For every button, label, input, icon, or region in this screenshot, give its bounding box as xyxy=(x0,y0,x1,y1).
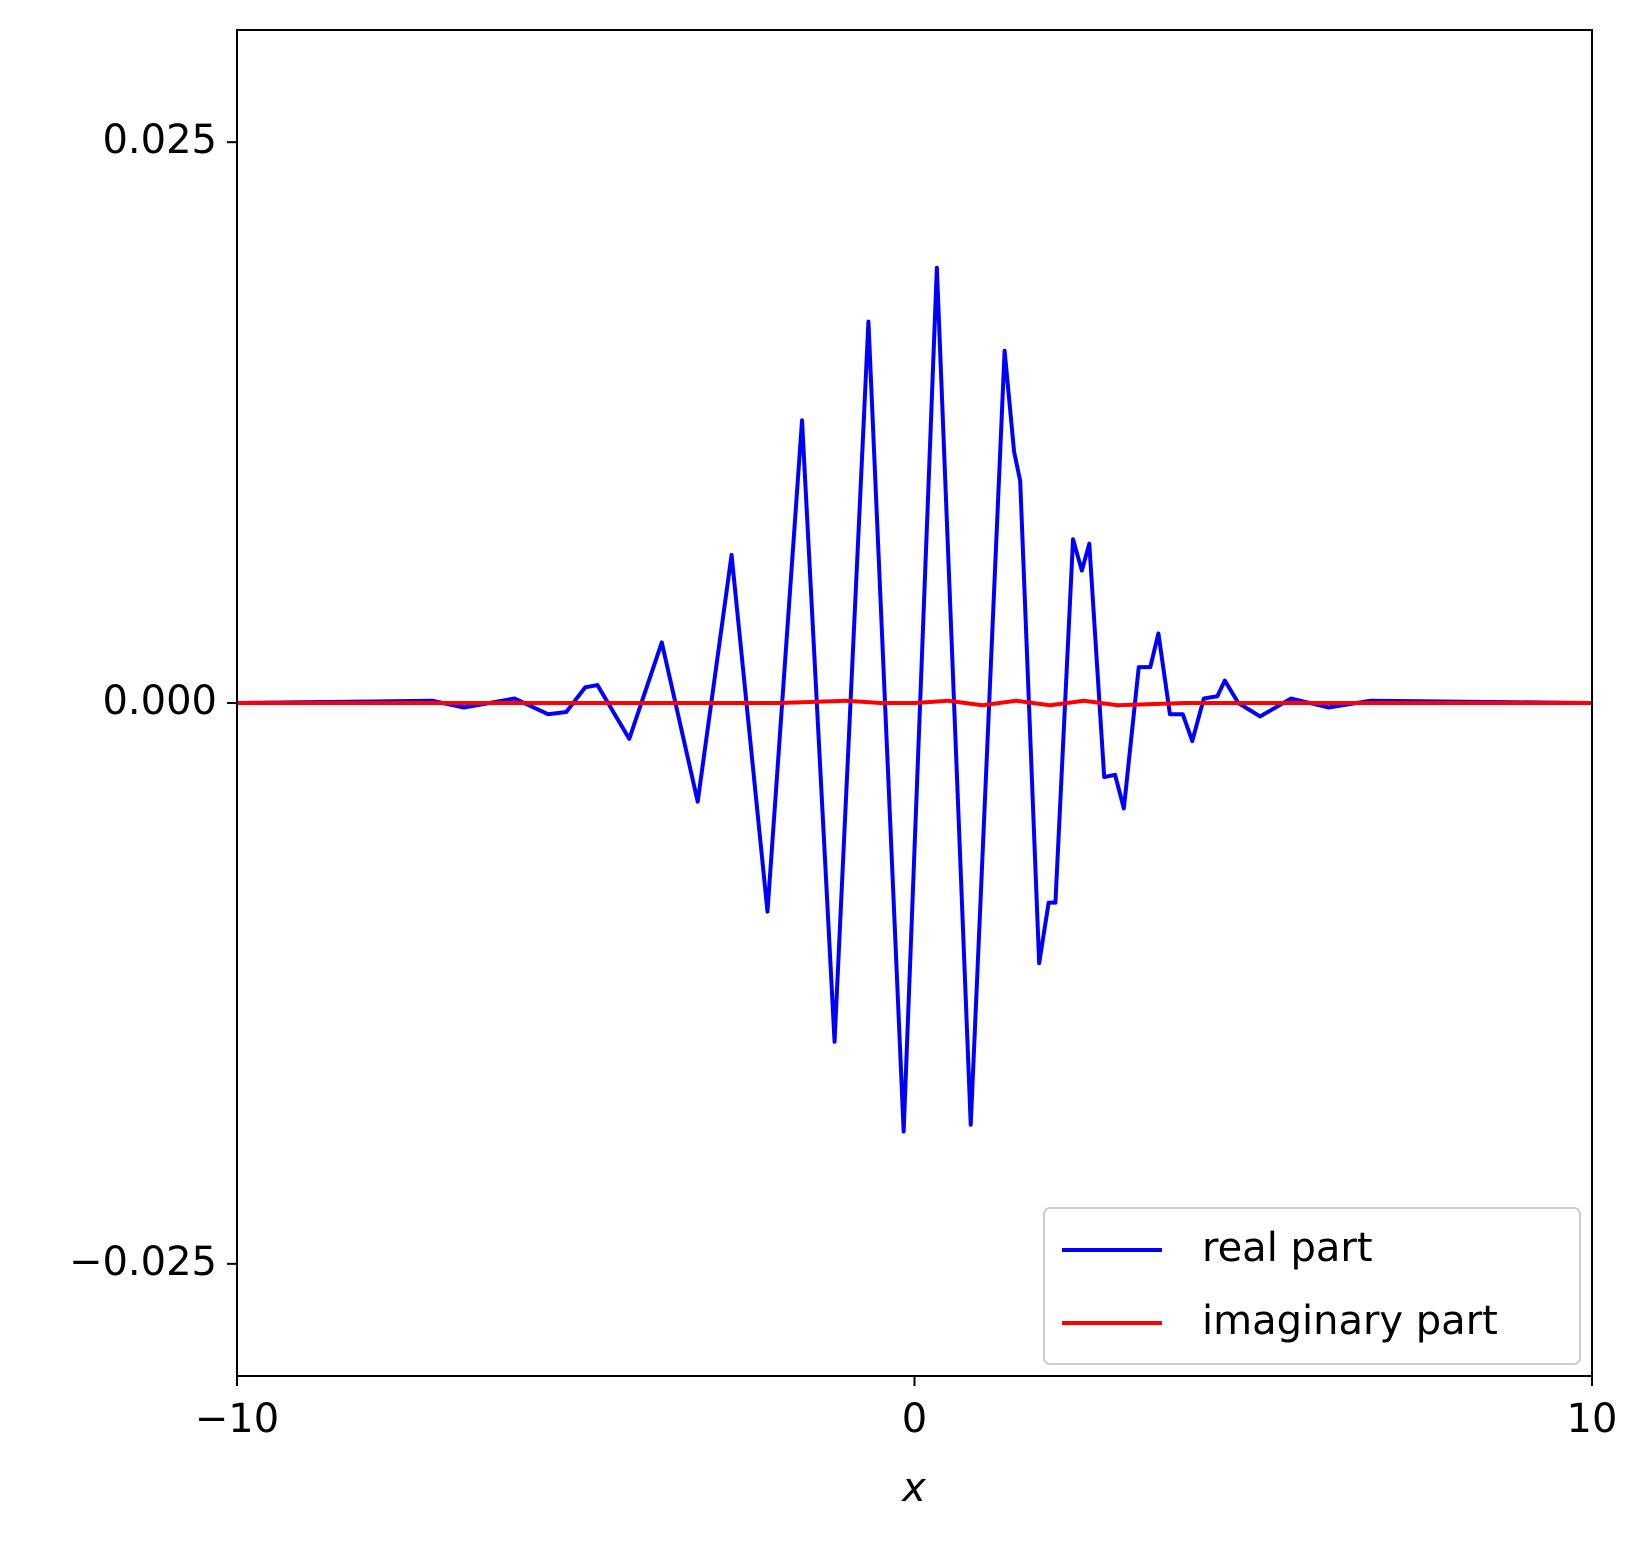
x-tick-label: −10 xyxy=(195,1396,279,1442)
legend-label: real part xyxy=(1202,1225,1373,1271)
y-tick-label: −0.025 xyxy=(69,1239,217,1285)
line xyxy=(237,698,1592,708)
x-axis-label: x xyxy=(900,1465,926,1511)
y-tick-label: 0.025 xyxy=(102,117,217,163)
legend-box xyxy=(1043,1207,1581,1365)
y-tick-label: 0.000 xyxy=(102,678,217,724)
plot-frame xyxy=(236,29,1593,1377)
line xyxy=(236,265,1593,1134)
legend-label: imaginary part xyxy=(1202,1298,1498,1344)
x-tick-label: 0 xyxy=(902,1396,927,1442)
x-tick-label: 10 xyxy=(1567,1396,1618,1442)
